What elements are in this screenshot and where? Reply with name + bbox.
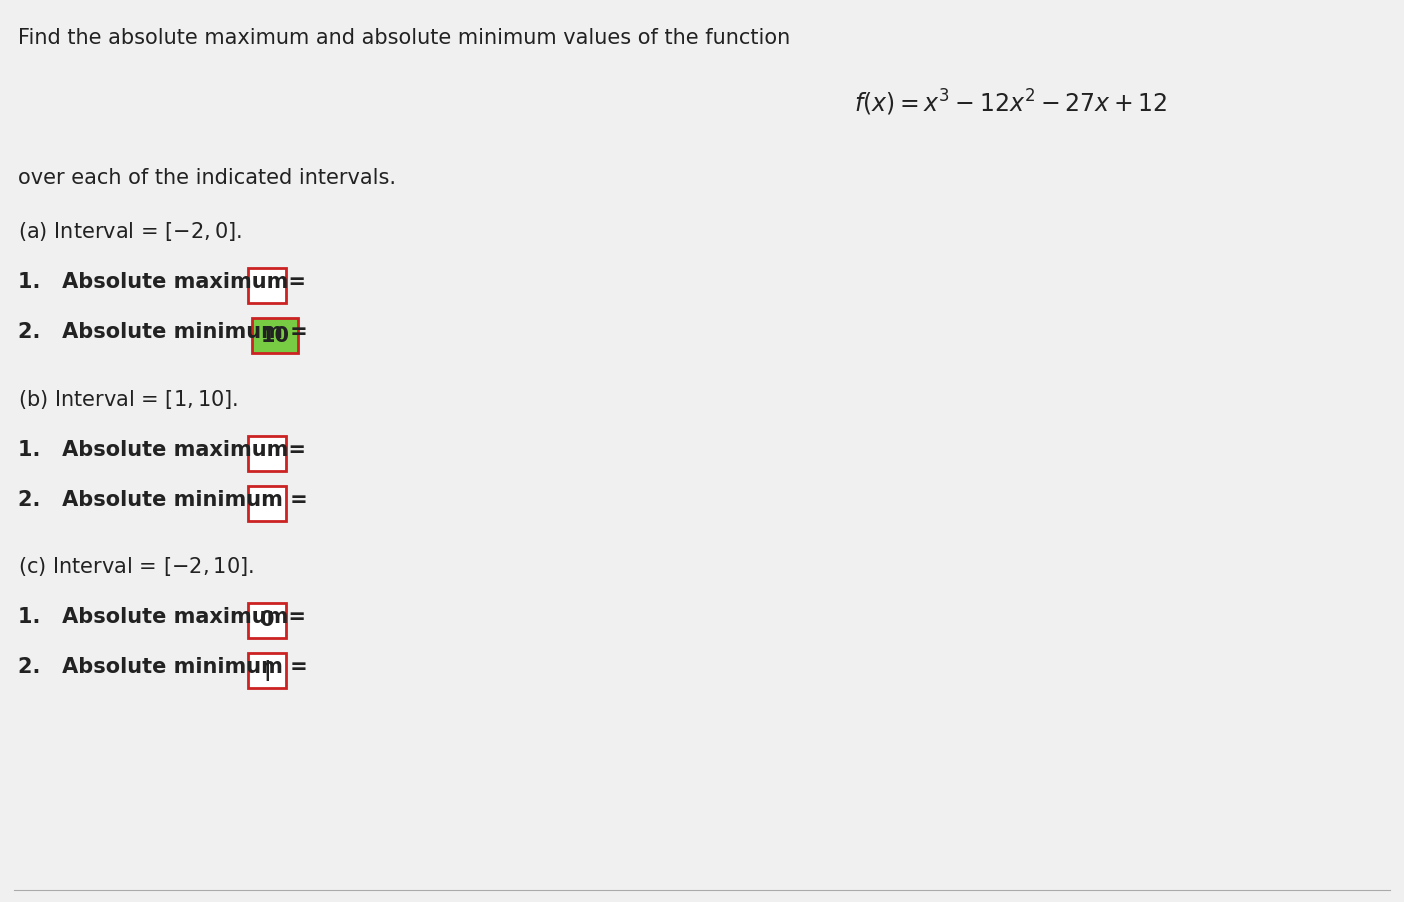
Text: 2.   Absolute minimum =: 2. Absolute minimum = [18,490,307,510]
Text: 10: 10 [261,326,289,345]
Text: Find the absolute maximum and absolute minimum values of the function: Find the absolute maximum and absolute m… [18,28,790,48]
Text: 2.   Absolute minimum =: 2. Absolute minimum = [18,657,307,677]
Text: $f(x) = x^3 - 12x^2 - 27x + 12$: $f(x) = x^3 - 12x^2 - 27x + 12$ [854,88,1168,118]
Text: 1.   Absolute maximum=: 1. Absolute maximum= [18,607,306,627]
Text: 1.   Absolute maximum=: 1. Absolute maximum= [18,272,306,292]
Text: (a) Interval = $[-2, 0]$.: (a) Interval = $[-2, 0]$. [18,220,241,243]
Text: |: | [263,660,271,681]
Text: 0: 0 [260,611,274,630]
Text: (c) Interval = $[-2, 10]$.: (c) Interval = $[-2, 10]$. [18,555,254,578]
Text: over each of the indicated intervals.: over each of the indicated intervals. [18,168,396,188]
Text: (b) Interval = $[1, 10]$.: (b) Interval = $[1, 10]$. [18,388,239,411]
Text: 1.   Absolute maximum=: 1. Absolute maximum= [18,440,306,460]
Text: 2.   Absolute minimum =: 2. Absolute minimum = [18,322,314,342]
